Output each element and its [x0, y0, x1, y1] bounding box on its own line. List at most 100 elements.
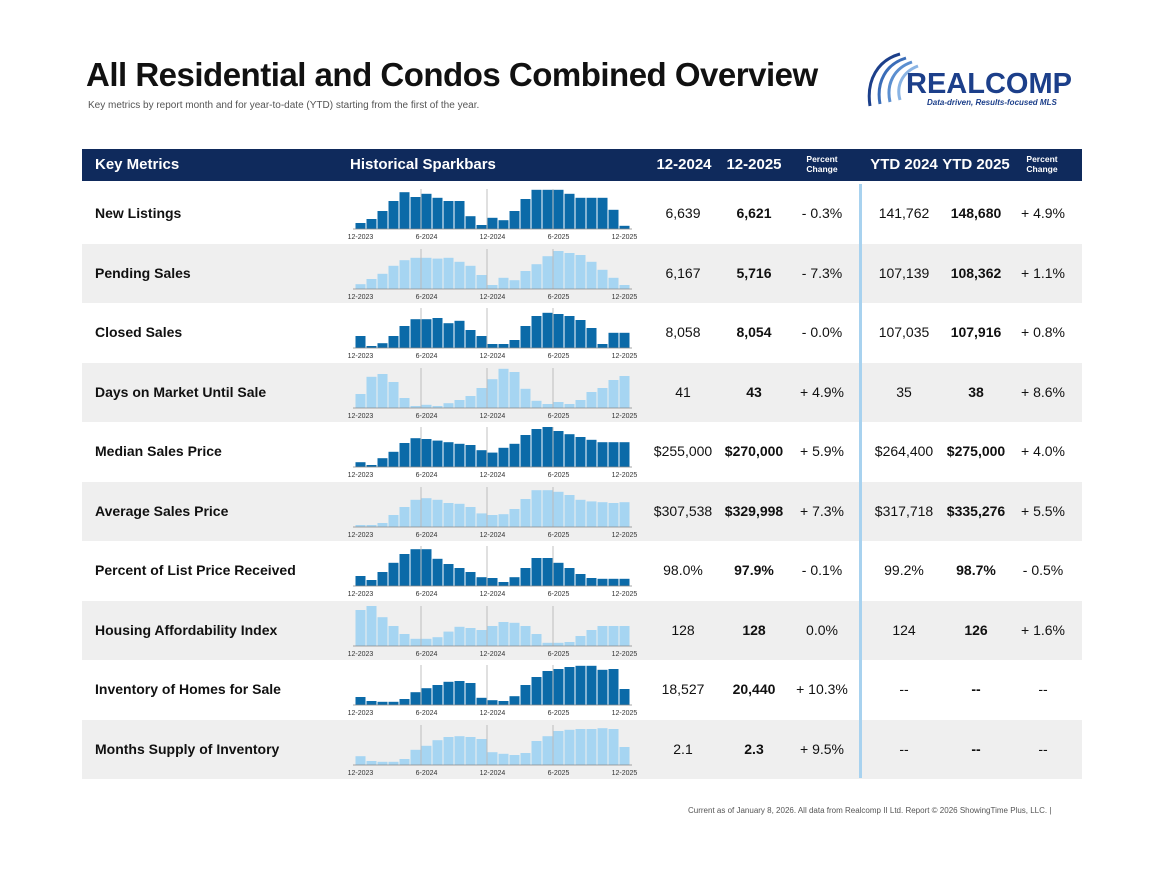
sparkbar-label: 12-2023 — [348, 294, 374, 301]
sparkbar — [421, 688, 432, 705]
sparkbar-label: 12-2023 — [348, 413, 374, 420]
metric-value: + 0.8% — [1021, 324, 1065, 340]
sparkbar — [399, 699, 410, 705]
metric-value: 38 — [968, 383, 984, 400]
column-header: 12-2024 — [656, 156, 712, 173]
sparkbar — [619, 578, 630, 586]
sparkbar-label: 12-2025 — [612, 591, 638, 598]
sparkbar — [432, 739, 443, 765]
sparkbar — [432, 685, 443, 705]
metric-value: 8,054 — [736, 324, 772, 340]
metric-value: $255,000 — [653, 443, 713, 459]
metric-value: + 10.3% — [796, 681, 848, 697]
sparkbar — [421, 257, 432, 289]
sparkbar — [366, 524, 377, 527]
metric-value: 6,639 — [665, 205, 701, 221]
sparkbar — [509, 622, 520, 646]
sparkbar — [465, 216, 476, 229]
sparkbar — [564, 641, 575, 646]
sparkbar — [465, 506, 476, 527]
sparkbar — [542, 642, 553, 646]
sparkbar — [586, 328, 597, 348]
metric-value: + 1.6% — [1021, 621, 1065, 638]
sparkbar — [399, 443, 410, 467]
sparkbar — [619, 332, 630, 348]
sparkbar — [619, 625, 630, 646]
sparkbar — [597, 578, 608, 586]
sparkbar-label: 12-2024 — [480, 651, 506, 658]
sparkbar — [608, 728, 619, 765]
sparkbar — [608, 379, 619, 408]
subtitle: Key metrics by report month and for year… — [88, 100, 480, 111]
sparkbar — [564, 494, 575, 527]
sparkbar — [498, 513, 509, 527]
metric-value: -- — [899, 681, 909, 697]
table-row: Pending Sales 6,167 5,716 - 7.3% 107,139 108,… — [82, 243, 1082, 303]
metric-value: - 0.3% — [801, 205, 843, 221]
sparkbar — [509, 279, 520, 289]
sparkbar — [377, 572, 388, 586]
sparkbar — [454, 201, 465, 229]
sparkbar — [575, 635, 586, 646]
sparkbar-label: 12-2025 — [612, 532, 638, 539]
metric-value: 6,167 — [665, 264, 701, 281]
logo-name: REALCOMP — [906, 68, 1072, 100]
table-row: Average Sales Price $307,538 $329,998 + 7.3… — [82, 481, 1082, 541]
sparkbar — [366, 605, 377, 646]
sparkbar — [476, 225, 487, 229]
sparkbar-label: 6-2025 — [548, 472, 570, 479]
sparkbar — [487, 514, 498, 527]
sparkbar — [388, 265, 399, 289]
metric-value: $335,276 — [946, 502, 1006, 519]
sparkbar — [564, 667, 575, 705]
sparkbar — [498, 220, 509, 229]
sparkbar-label: 12-2023 — [348, 472, 374, 479]
sparkbar — [597, 442, 608, 467]
sparkbar — [410, 749, 421, 765]
sparkbar — [355, 393, 366, 408]
sparkbar — [487, 217, 498, 229]
sparkbar — [410, 257, 421, 289]
sparkbar — [597, 197, 608, 229]
sparkbar — [355, 336, 366, 348]
metric-value: $275,000 — [946, 443, 1006, 459]
sparkbar — [454, 503, 465, 527]
table-row: Months Supply of Inventory 2.1 2.3 + 9.5% --… — [82, 719, 1082, 779]
sparkbar — [432, 558, 443, 586]
sparkbar — [619, 225, 630, 229]
logo-tagline: Data-driven, Results-focused MLS — [927, 98, 1057, 107]
sparkbar — [564, 316, 575, 348]
sparkbar — [553, 189, 564, 229]
sparkbar — [366, 376, 377, 408]
sparkbar-label: 12-2025 — [612, 770, 638, 777]
sparkbar — [355, 524, 366, 527]
sparkbars: 12-2023 6-2024 12-2024 6-2025 12-2025 — [348, 367, 637, 420]
sparkbar — [586, 500, 597, 527]
sparkbar — [520, 752, 531, 765]
sparkbar — [476, 629, 487, 646]
sparkbar — [465, 627, 476, 646]
sparkbar-label: 6-2025 — [548, 294, 570, 301]
sparkbar — [597, 344, 608, 348]
sparkbar — [410, 319, 421, 348]
sparkbar — [531, 189, 542, 229]
sparkbar — [553, 250, 564, 289]
metric-label: Percent of List Price Received — [95, 562, 296, 578]
sparkbar — [619, 442, 630, 467]
sparkbar — [531, 429, 542, 467]
sparkbar-label: 12-2024 — [480, 472, 506, 479]
column-header: Percent Change — [806, 154, 838, 174]
sparkbar-label: 6-2025 — [548, 591, 570, 598]
sparkbar — [377, 522, 388, 527]
sparkbar-label: 12-2025 — [612, 234, 638, 241]
sparkbar — [366, 760, 377, 765]
sparkbar-label: 6-2024 — [416, 710, 438, 717]
sparkbar — [542, 671, 553, 705]
metric-value: 35 — [896, 383, 912, 400]
sparkbar — [608, 669, 619, 705]
sparkbar — [542, 403, 553, 408]
sparkbar — [575, 399, 586, 408]
logo: REALCOMP Data-driven, Results-focused ML… — [867, 52, 1072, 107]
metric-value: $307,538 — [653, 502, 713, 519]
sparkbar — [432, 318, 443, 348]
